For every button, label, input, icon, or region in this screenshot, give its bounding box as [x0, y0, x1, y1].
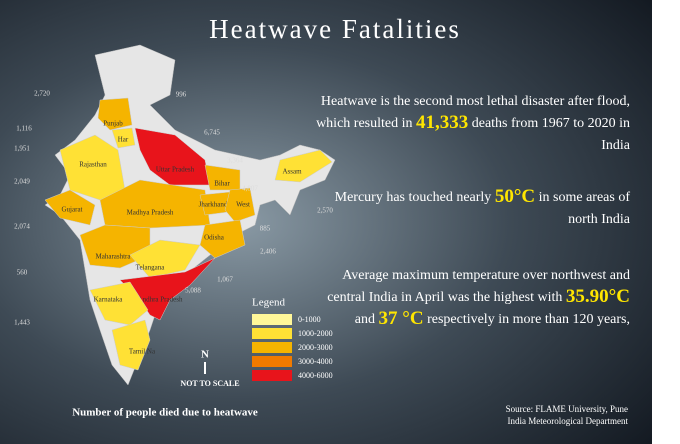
- state: [134, 127, 211, 186]
- fact-text: north India: [568, 212, 631, 227]
- count-label: 1,951: [14, 145, 30, 153]
- count-label: 1,116: [16, 125, 32, 133]
- state-label: Maharashtra: [96, 253, 132, 261]
- count-label: 2,049: [14, 178, 30, 186]
- fact-line: which resulted in 41,333 deaths from 196…: [316, 112, 630, 133]
- state: [199, 219, 246, 259]
- legend-swatch: [252, 356, 292, 367]
- state-label: Madhya Pradesh: [127, 209, 174, 217]
- state-label: Tamil Na: [129, 348, 156, 356]
- state: [97, 97, 133, 131]
- state-label: Andhra Pradesh: [138, 296, 183, 304]
- fact-text: India: [601, 138, 631, 153]
- state: [224, 187, 256, 223]
- state: [274, 149, 333, 183]
- fact-line: central India in April was the highest w…: [327, 286, 630, 307]
- legend-label: 1000-2000: [298, 329, 333, 338]
- count-label: 1,443: [14, 319, 30, 327]
- legend-label: 0-1000: [298, 315, 321, 324]
- margin: [652, 0, 680, 444]
- count-label: 996: [176, 91, 187, 99]
- count-label: 2,570: [317, 207, 333, 215]
- fact-line: and 37 °C respectively in more than 120 …: [355, 308, 630, 329]
- state: [129, 239, 201, 279]
- count-label: 885: [260, 225, 271, 233]
- count-label: 2,074: [14, 223, 30, 231]
- state-label: Odisha: [204, 234, 225, 242]
- state-label: Uttar Pradesh: [156, 166, 195, 174]
- fact-text: which resulted in: [316, 116, 416, 131]
- state-label: Telangana: [136, 264, 166, 272]
- source: Source: FLAME University, Pune: [506, 404, 628, 414]
- fact-text: central India in April was the highest w…: [327, 290, 566, 305]
- fact-line: north India: [568, 212, 631, 227]
- fact-text: deaths from 1967 to 2020 in: [468, 116, 630, 131]
- legend-title: Legend: [252, 297, 285, 309]
- count-label: 5,088: [185, 287, 201, 295]
- fact-text: Mercury has touched nearly: [335, 190, 495, 205]
- count-label: 2,406: [260, 248, 276, 256]
- fact-highlight: 41,333: [416, 112, 468, 133]
- state: [89, 281, 149, 326]
- state-label: Bihar: [214, 180, 230, 188]
- source: India Meteorological Department: [508, 416, 629, 426]
- legend-swatch: [252, 314, 292, 325]
- fact-line: India: [601, 138, 631, 153]
- fact-text: Heatwave is the second most lethal disas…: [321, 94, 630, 109]
- scale-note: NOT TO SCALE: [180, 379, 239, 388]
- legend-label: 3000-4000: [298, 357, 333, 366]
- fact-text: Average maximum temperature over northwe…: [342, 268, 630, 283]
- state-label: Gujarat: [62, 206, 83, 214]
- state: [111, 127, 136, 149]
- count-label: 4,807: [242, 185, 258, 193]
- state-label: Har: [118, 136, 129, 144]
- legend-swatch: [252, 342, 292, 353]
- fact-highlight: 37 °C: [378, 308, 423, 329]
- state-label: Jharkhand: [199, 201, 228, 209]
- legend-label: 4000-6000: [298, 371, 333, 380]
- state-label: Rajasthan: [79, 161, 107, 169]
- fact-text: in some areas of: [535, 190, 630, 205]
- fact-line: Mercury has touched nearly 50°C in some …: [335, 186, 631, 207]
- fact-text: and: [355, 312, 379, 327]
- state-label: Punjab: [103, 120, 123, 128]
- fact-highlight: 35.90°C: [566, 286, 630, 307]
- compass: N: [201, 349, 209, 361]
- count-label: 1,067: [217, 276, 233, 284]
- state-label: West: [236, 201, 250, 209]
- legend-swatch: [252, 370, 292, 381]
- count-label: 3,364: [227, 157, 243, 165]
- state-label: Karnataka: [94, 296, 124, 304]
- fact-text: respectively in more than 120 years,: [424, 312, 630, 327]
- title: Heatwave Fatalities: [209, 14, 461, 44]
- state-label: Assam: [282, 168, 302, 176]
- legend-label: 2000-3000: [298, 343, 333, 352]
- count-label: 2,720: [34, 90, 50, 98]
- count-label: 560: [17, 269, 28, 277]
- state: [111, 319, 151, 371]
- state: [44, 189, 96, 226]
- caption: Number of people died due to heatwave: [72, 407, 258, 419]
- fact-line: Heatwave is the second most lethal disas…: [321, 94, 630, 109]
- count-label: 6,745: [204, 129, 220, 137]
- fact-highlight: 50°C: [495, 186, 535, 207]
- fact-line: Average maximum temperature over northwe…: [342, 268, 630, 283]
- legend-swatch: [252, 328, 292, 339]
